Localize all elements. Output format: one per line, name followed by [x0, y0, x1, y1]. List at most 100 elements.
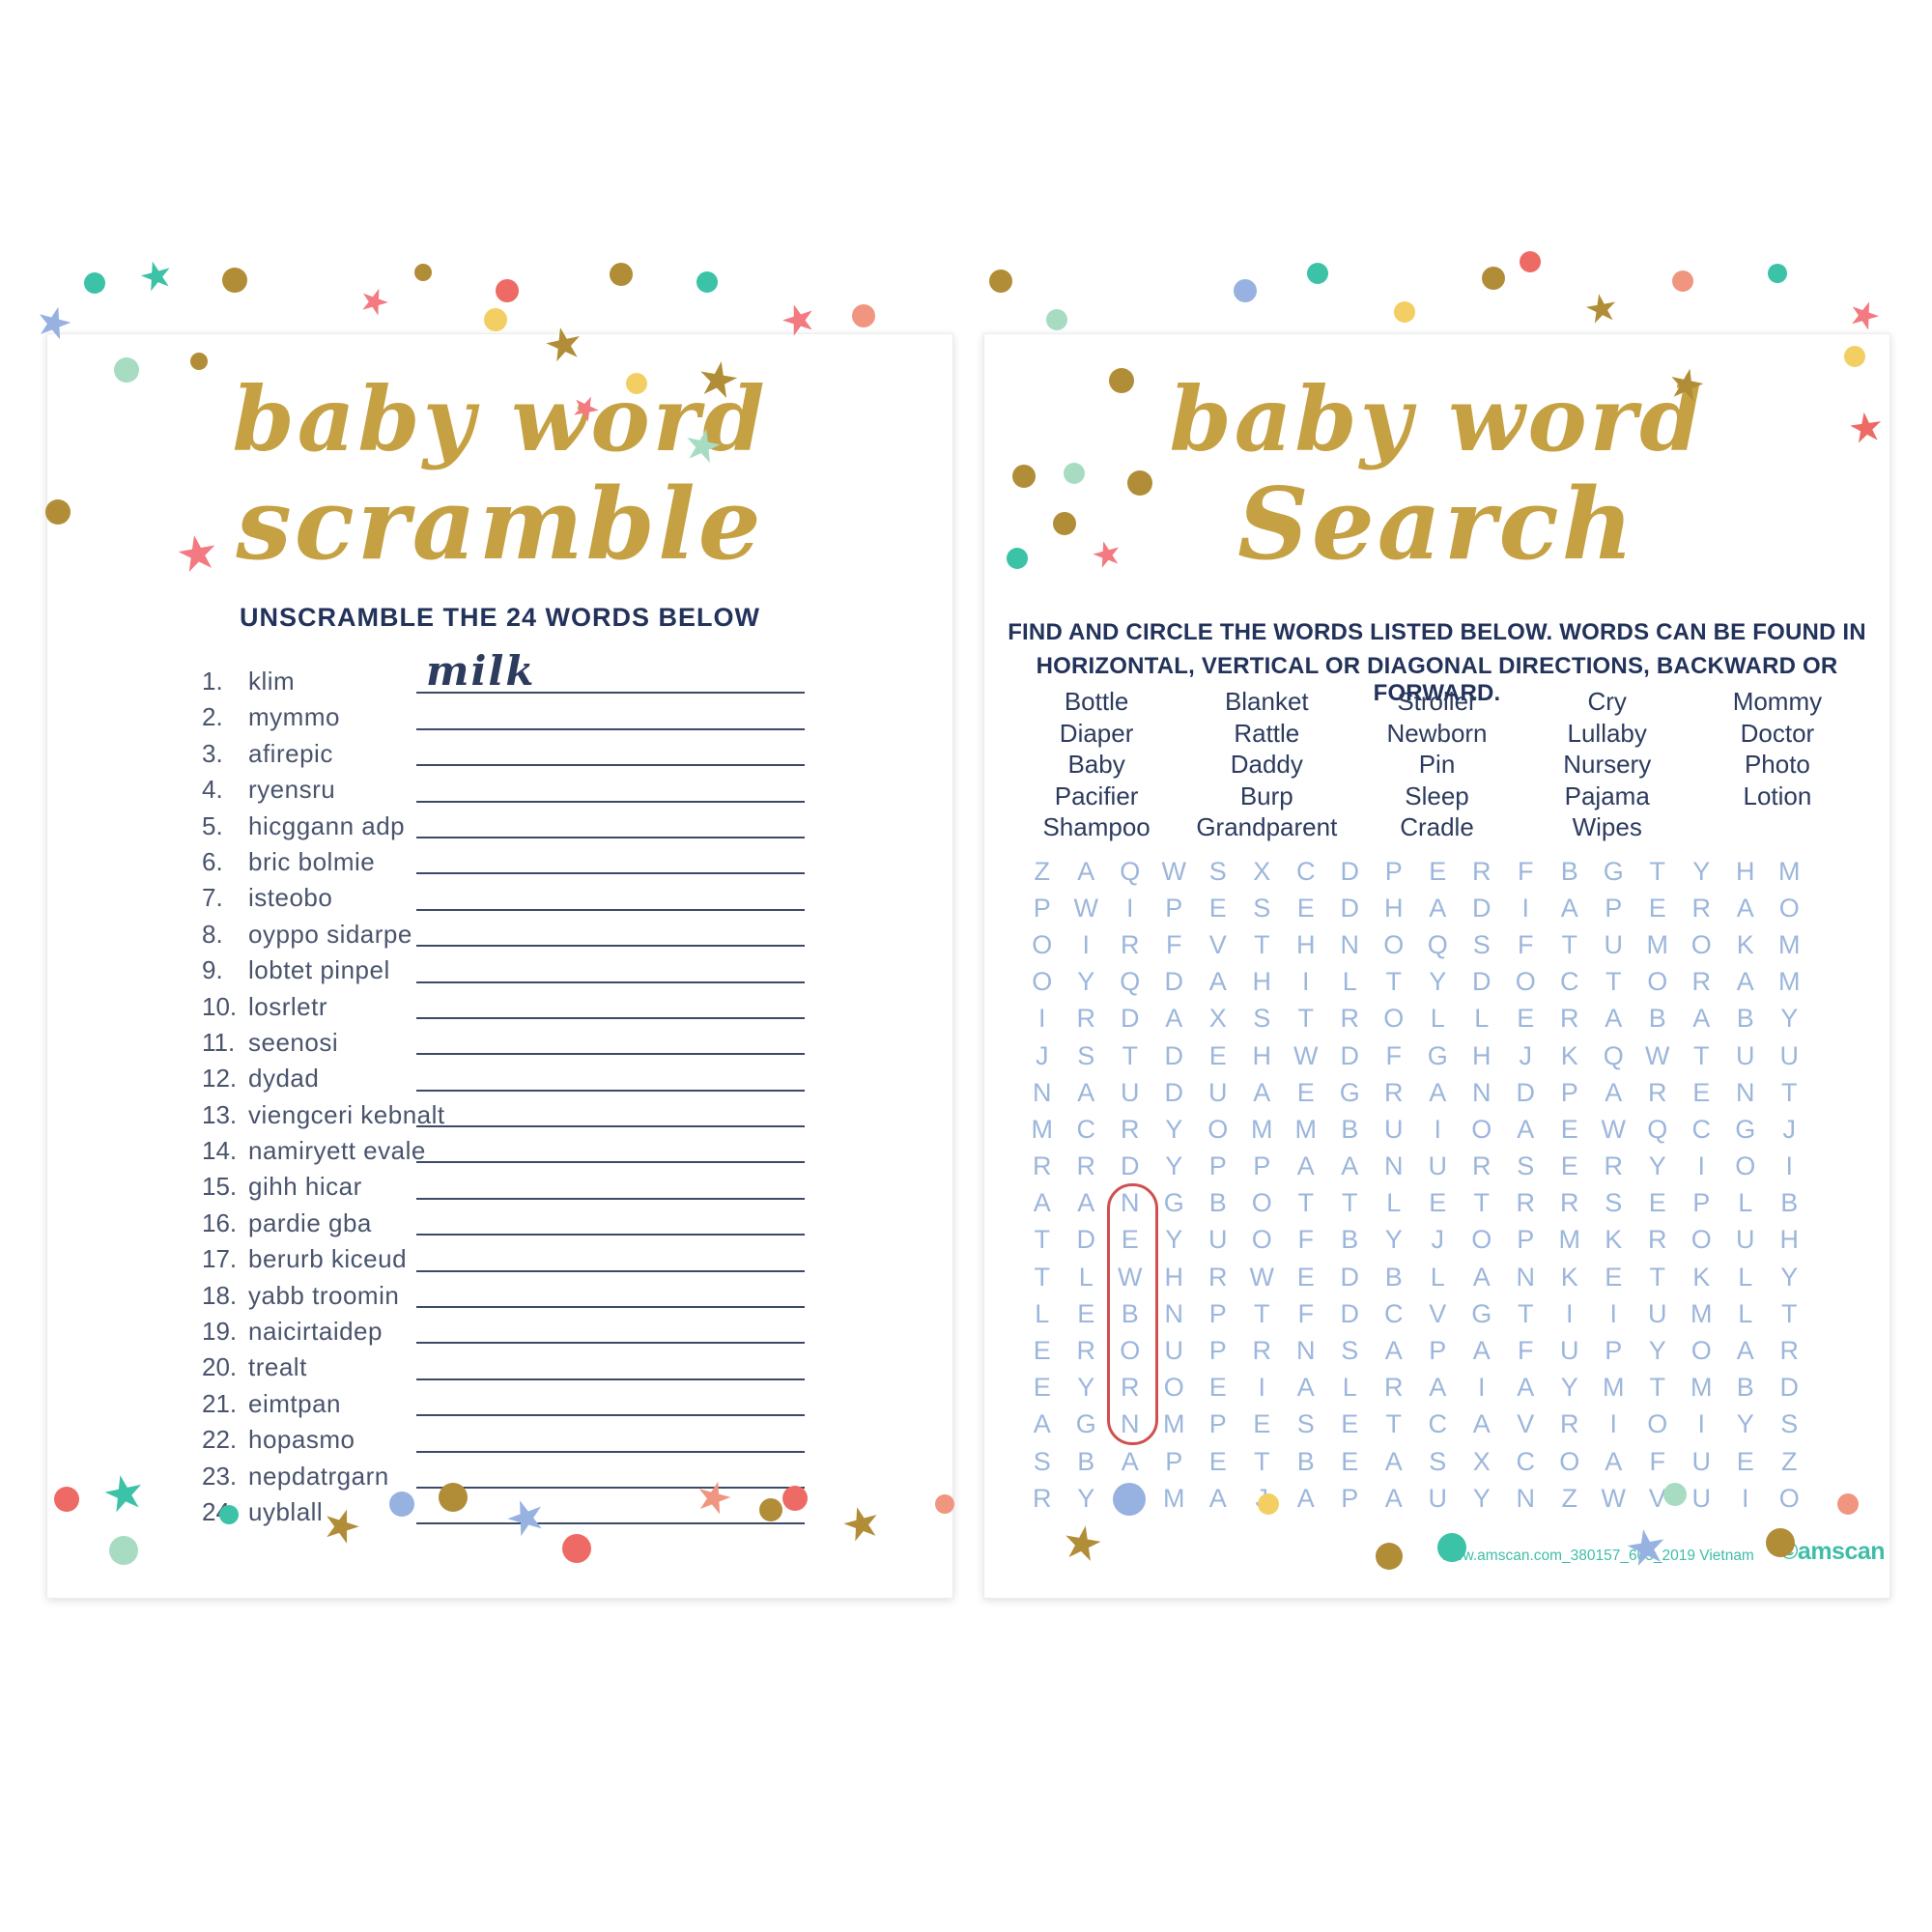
grid-letter: A	[1296, 1151, 1315, 1181]
grid-letter: W	[1293, 1040, 1319, 1070]
confetti-dot-icon	[114, 357, 139, 383]
scrambled-word: yabb troomin	[248, 1280, 400, 1310]
grid-letter: O	[1383, 1004, 1405, 1034]
scramble-number: 16.	[202, 1208, 238, 1237]
grid-letter: S	[1780, 1409, 1799, 1439]
grid-letter: N	[1516, 1262, 1536, 1292]
grid-letter: M	[1163, 1483, 1185, 1513]
answer-line	[416, 980, 805, 983]
grid-letter: T	[1297, 1004, 1315, 1034]
word-column: Stroller Newborn Pin Sleep Cradle	[1351, 686, 1521, 843]
scramble-row: 21. eimtpan	[47, 1385, 952, 1421]
scrambled-word: eimtpan	[248, 1388, 341, 1418]
grid-letter: R	[1560, 1004, 1579, 1034]
grid-letter: H	[1779, 1225, 1800, 1255]
scrambled-word: isteobo	[248, 883, 333, 913]
confetti-star-icon: ★	[171, 522, 224, 585]
grid-letter: H	[1252, 1040, 1272, 1070]
grid-letter: R	[1384, 1077, 1404, 1107]
grid-letter: U	[1428, 1151, 1448, 1181]
answer-line	[416, 836, 805, 838]
scramble-row: 19. naicirtaidep	[47, 1313, 952, 1349]
grid-letter: F	[1297, 1225, 1315, 1255]
grid-letter: U	[1428, 1483, 1448, 1513]
grid-letter: I	[1697, 1151, 1705, 1181]
scramble-number: 1.	[202, 667, 223, 696]
scramble-number: 21.	[202, 1388, 238, 1418]
grid-letter: C	[1516, 1446, 1536, 1476]
answer-line	[416, 1197, 805, 1200]
grid-letter: D	[1472, 967, 1492, 997]
grid-letter: D	[1472, 893, 1492, 923]
scrambled-word: lobtet pinpel	[248, 955, 390, 985]
confetti-star-icon: ★	[1841, 289, 1888, 341]
grid-letter: O	[1163, 1373, 1184, 1403]
scrambled-word: oyppo sidarpe	[248, 919, 412, 949]
answer-line	[416, 764, 805, 767]
grid-letter: E	[1208, 1373, 1227, 1403]
grid-letter: E	[1648, 1188, 1666, 1218]
word-column: Cry Lullaby Nursery Pajama Wipes	[1522, 686, 1692, 843]
grid-letter: T	[1342, 1188, 1358, 1218]
confetti-dot-icon	[1766, 1528, 1795, 1557]
scramble-subtitle: UNSCRAMBLE THE 24 WORDS BELOW	[239, 603, 760, 632]
scramble-number: 12.	[202, 1064, 238, 1094]
grid-letter: R	[1560, 1409, 1579, 1439]
grid-letter: O	[1515, 967, 1536, 997]
grid-letter: E	[1692, 1077, 1711, 1107]
scramble-word-list: 1. klim milk 2. mymmo 3. afirepic 4. ryensru 5. hi…	[47, 647, 952, 1529]
grid-letter: V	[1648, 1483, 1666, 1513]
grid-letter: M	[1778, 967, 1801, 997]
grid-letter: T	[1518, 1298, 1534, 1328]
grid-letter: G	[1471, 1298, 1492, 1328]
grid-letter: U	[1164, 1336, 1184, 1366]
grid-letter: R	[1648, 1077, 1667, 1107]
scramble-number: 5.	[202, 810, 223, 840]
answer-line	[416, 1342, 805, 1345]
confetti-dot-icon	[414, 264, 432, 281]
grid-letter: S	[1605, 1188, 1623, 1218]
confetti-dot-icon	[1007, 548, 1028, 569]
confetti-dot-icon	[1127, 470, 1152, 496]
scrambled-word: mymmo	[248, 702, 340, 732]
grid-letter: T	[1649, 1262, 1666, 1292]
search-word: Bottle	[1064, 687, 1129, 716]
grid-letter: O	[1647, 967, 1668, 997]
grid-letter: O	[1383, 929, 1405, 959]
scramble-number: 3.	[202, 738, 223, 768]
grid-letter: E	[1605, 1262, 1623, 1292]
grid-letter: N	[1164, 1298, 1184, 1328]
scramble-number: 6.	[202, 846, 223, 876]
grid-letter: R	[1340, 1004, 1360, 1034]
scramble-number: 9.	[202, 955, 223, 985]
scramble-number: 7.	[202, 883, 223, 913]
confetti-dot-icon	[45, 499, 71, 525]
grid-letter: D	[1779, 1373, 1800, 1403]
grid-letter: D	[1340, 1262, 1360, 1292]
search-word: Pajama	[1564, 781, 1650, 810]
grid-letter: I	[1609, 1298, 1617, 1328]
grid-letter: G	[1427, 1040, 1448, 1070]
grid-letter: T	[1034, 1225, 1051, 1255]
grid-letter: E	[1517, 1004, 1535, 1034]
answer-line	[416, 1269, 805, 1272]
confetti-dot-icon	[696, 271, 718, 293]
grid-letter: R	[1472, 856, 1492, 886]
confetti-dot-icon	[109, 1536, 138, 1565]
grid-letter: O	[1120, 1336, 1141, 1366]
grid-letter: Y	[1472, 1483, 1491, 1513]
search-word: Blanket	[1224, 687, 1309, 716]
grid-letter: U	[1779, 1040, 1800, 1070]
confetti-dot-icon	[1307, 263, 1328, 284]
grid-letter: P	[1560, 1077, 1578, 1107]
confetti-dot-icon	[496, 279, 519, 302]
grid-letter: Y	[1165, 1114, 1183, 1144]
word-column: Mommy Doctor Photo Lotion	[1692, 686, 1862, 843]
grid-letter: Z	[1034, 856, 1051, 886]
grid-letter: P	[1208, 1298, 1227, 1328]
grid-letter: W	[1073, 893, 1098, 923]
grid-letter: C	[1384, 1298, 1404, 1328]
grid-letter: O	[1735, 1151, 1756, 1181]
search-word: Pin	[1418, 750, 1456, 779]
grid-letter: K	[1560, 1262, 1578, 1292]
